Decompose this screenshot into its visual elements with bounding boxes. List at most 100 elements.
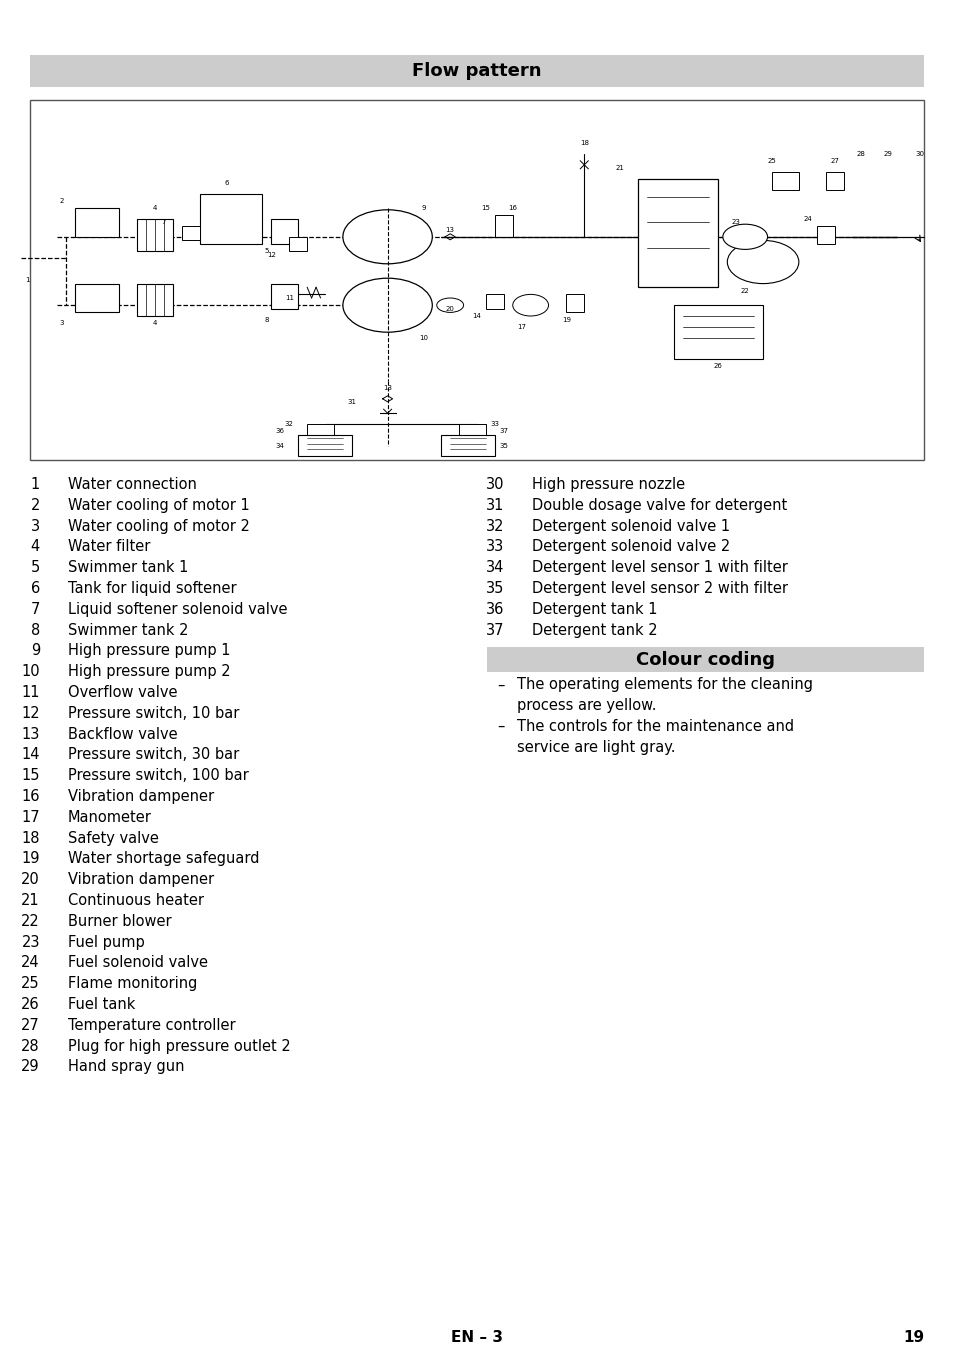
Text: 35: 35 <box>485 581 503 596</box>
Text: 5: 5 <box>30 561 40 575</box>
Bar <box>137 219 172 252</box>
Text: 19: 19 <box>22 852 40 867</box>
Text: 7: 7 <box>30 601 40 617</box>
Text: 25: 25 <box>767 158 776 164</box>
Text: 37: 37 <box>498 428 508 435</box>
Text: 34: 34 <box>275 443 284 448</box>
Text: 17: 17 <box>517 324 526 330</box>
Text: 33: 33 <box>485 539 503 554</box>
Text: 11: 11 <box>22 685 40 700</box>
Text: 26: 26 <box>713 363 722 370</box>
Text: 11: 11 <box>284 295 294 301</box>
Text: Vibration dampener: Vibration dampener <box>68 789 213 804</box>
Text: 1: 1 <box>30 477 40 492</box>
Text: 21: 21 <box>21 894 40 909</box>
Text: 20: 20 <box>445 306 455 311</box>
Text: 25: 25 <box>21 976 40 991</box>
Text: 16: 16 <box>22 789 40 804</box>
Text: Vibration dampener: Vibration dampener <box>68 872 213 887</box>
Text: Water filter: Water filter <box>68 539 151 554</box>
Bar <box>30 100 923 460</box>
Bar <box>458 424 485 439</box>
Text: 37: 37 <box>485 623 503 638</box>
Text: 13: 13 <box>22 727 40 742</box>
Text: Detergent tank 2: Detergent tank 2 <box>532 623 657 638</box>
Bar <box>566 294 583 313</box>
Text: 26: 26 <box>21 997 40 1011</box>
Text: 1: 1 <box>26 278 30 283</box>
Text: Double dosage valve for detergent: Double dosage valve for detergent <box>532 498 786 513</box>
Text: 17: 17 <box>21 810 40 825</box>
Text: Colour coding: Colour coding <box>636 651 774 669</box>
Ellipse shape <box>342 210 432 264</box>
Text: 4: 4 <box>30 539 40 554</box>
Bar <box>486 647 923 673</box>
Text: 27: 27 <box>829 158 838 164</box>
Text: 12: 12 <box>267 252 275 257</box>
Text: service are light gray.: service are light gray. <box>517 739 675 754</box>
Text: 14: 14 <box>472 313 481 320</box>
Ellipse shape <box>436 298 463 313</box>
Text: 19: 19 <box>561 317 570 322</box>
Text: Fuel tank: Fuel tank <box>68 997 135 1011</box>
Text: 36: 36 <box>275 428 285 435</box>
Text: 9: 9 <box>30 643 40 658</box>
Text: Liquid softener solenoid valve: Liquid softener solenoid valve <box>68 601 287 617</box>
Text: 21: 21 <box>615 165 624 172</box>
Text: 29: 29 <box>21 1059 40 1075</box>
Text: Safety valve: Safety valve <box>68 830 159 846</box>
Text: High pressure pump 2: High pressure pump 2 <box>68 665 231 680</box>
Text: 24: 24 <box>802 215 811 222</box>
Text: 4: 4 <box>152 320 157 326</box>
Bar <box>816 226 834 244</box>
Text: High pressure nozzle: High pressure nozzle <box>532 477 684 492</box>
Text: 35: 35 <box>498 443 508 448</box>
Text: Flow pattern: Flow pattern <box>412 62 541 80</box>
Text: Burner blower: Burner blower <box>68 914 172 929</box>
Text: Fuel solenoid valve: Fuel solenoid valve <box>68 956 208 971</box>
Text: –: – <box>497 677 504 692</box>
Text: Detergent level sensor 2 with filter: Detergent level sensor 2 with filter <box>532 581 787 596</box>
Text: Backflow valve: Backflow valve <box>68 727 177 742</box>
Ellipse shape <box>726 241 798 283</box>
Text: 29: 29 <box>882 152 892 157</box>
Text: 34: 34 <box>485 561 503 575</box>
Text: 31: 31 <box>485 498 503 513</box>
Text: 13: 13 <box>383 385 392 391</box>
Text: 32: 32 <box>485 519 503 533</box>
Text: Fuel pump: Fuel pump <box>68 934 145 949</box>
Text: 12: 12 <box>21 705 40 720</box>
Bar <box>298 435 352 456</box>
Text: Detergent level sensor 1 with filter: Detergent level sensor 1 with filter <box>532 561 787 575</box>
Bar <box>271 219 298 244</box>
Text: 10: 10 <box>418 334 427 341</box>
Text: Detergent solenoid valve 2: Detergent solenoid valve 2 <box>532 539 729 554</box>
Text: 13: 13 <box>445 226 455 233</box>
Text: 22: 22 <box>740 288 749 294</box>
Text: Flame monitoring: Flame monitoring <box>68 976 197 991</box>
Text: Water connection: Water connection <box>68 477 196 492</box>
Bar <box>74 209 119 237</box>
Text: The controls for the maintenance and: The controls for the maintenance and <box>517 719 793 734</box>
Text: 18: 18 <box>22 830 40 846</box>
Text: Temperature controller: Temperature controller <box>68 1018 235 1033</box>
Text: 16: 16 <box>508 204 517 211</box>
Text: Manometer: Manometer <box>68 810 152 825</box>
Bar <box>638 179 718 287</box>
Bar <box>485 294 503 309</box>
Text: 22: 22 <box>21 914 40 929</box>
Text: 23: 23 <box>731 219 740 225</box>
Bar <box>771 172 798 190</box>
Text: Swimmer tank 1: Swimmer tank 1 <box>68 561 188 575</box>
Text: 18: 18 <box>579 141 588 146</box>
Text: 28: 28 <box>21 1039 40 1053</box>
Text: 8: 8 <box>264 317 269 322</box>
Bar <box>199 194 262 244</box>
Text: process are yellow.: process are yellow. <box>517 699 656 714</box>
Text: 9: 9 <box>420 204 425 211</box>
Text: 36: 36 <box>485 601 503 617</box>
Text: 33: 33 <box>490 421 498 427</box>
Bar <box>824 172 842 190</box>
Bar <box>30 56 923 87</box>
Text: 20: 20 <box>21 872 40 887</box>
